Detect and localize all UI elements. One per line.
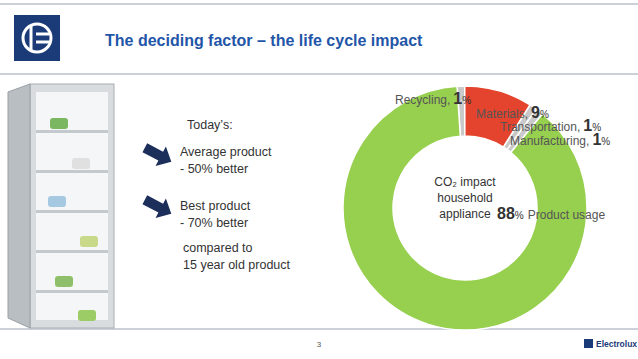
fridge-door xyxy=(8,84,30,328)
fridge-shelf xyxy=(36,290,108,293)
title-rule xyxy=(0,74,638,75)
logo-circle xyxy=(23,24,51,52)
fridge-shelf xyxy=(36,130,108,133)
data-label: 1% xyxy=(453,90,471,107)
fridge-shelf xyxy=(36,170,108,173)
data-label: 9% xyxy=(531,104,549,121)
data-label: 1% xyxy=(592,131,610,148)
fridge-shelf xyxy=(36,210,108,213)
arrow xyxy=(140,190,177,224)
annotation: compared to xyxy=(183,241,253,255)
fridge-inside xyxy=(36,92,108,320)
annotation: - 70% better xyxy=(180,216,248,230)
category-label: Manufacturing, xyxy=(510,134,589,148)
annotation: Average product xyxy=(180,145,272,159)
slide: The deciding factor – the life cycle imp… xyxy=(0,0,638,359)
fridge-shelf xyxy=(36,250,108,253)
page-number: 3 xyxy=(317,340,322,349)
fridge-item xyxy=(48,196,66,207)
category-label: Transportation, xyxy=(500,120,580,134)
fridge-item xyxy=(72,158,90,169)
logo-box xyxy=(14,15,60,61)
title: The deciding factor – the life cycle imp… xyxy=(105,32,423,49)
center-label: CO₂ impact xyxy=(434,175,496,189)
fridge-item xyxy=(50,118,68,129)
center-label: appliance xyxy=(439,207,491,221)
brand-name: Electrolux xyxy=(596,339,637,349)
fridge xyxy=(8,84,114,328)
logo xyxy=(14,15,60,61)
annotation: - 50% better xyxy=(180,162,248,176)
fridge-item xyxy=(78,310,96,321)
data-label: 88% xyxy=(497,205,524,222)
category-label: Materials, xyxy=(476,107,528,121)
footer-rule xyxy=(0,329,638,330)
fridge-item xyxy=(80,236,98,247)
annotation: 15 year old product xyxy=(183,258,291,272)
annotation: Best product xyxy=(180,199,251,213)
arrow xyxy=(140,138,177,172)
annotation: Today’s: xyxy=(187,118,233,132)
fridge-body xyxy=(30,84,114,328)
fridge-item xyxy=(55,276,73,287)
logo-lines xyxy=(31,26,49,50)
category-label: Product usage xyxy=(528,208,606,222)
background xyxy=(0,0,638,359)
top-rule xyxy=(0,4,638,5)
brand-logo: Electrolux xyxy=(584,339,637,349)
center-label: household xyxy=(437,191,492,205)
category-label: Recycling, xyxy=(395,93,450,107)
brand-mark xyxy=(584,339,593,348)
